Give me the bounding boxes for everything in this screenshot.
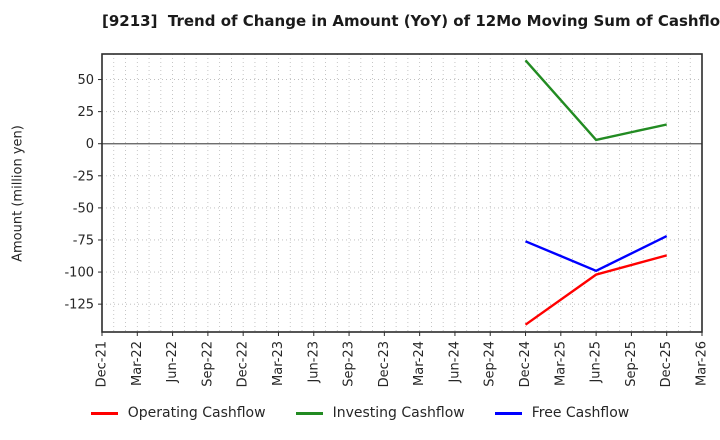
operating-cashflow-line-swatch	[90, 411, 118, 415]
series-line-operating-cashflow	[524, 254, 668, 326]
x-tick-label: Mar-22	[130, 341, 145, 386]
investing-cashflow-line-swatch	[295, 411, 323, 415]
x-tick-label: Sep-25	[624, 341, 639, 387]
y-tick-label: 0	[86, 137, 94, 152]
x-tick-label: Dec-21	[95, 341, 110, 387]
x-tick-label: Dec-22	[236, 341, 251, 387]
series-line-free-cashflow	[525, 235, 668, 273]
y-tick-label: -50	[73, 201, 94, 216]
legend-label: Investing Cashflow	[332, 405, 465, 421]
x-tick-label: Sep-22	[200, 341, 215, 387]
x-tick-label: Jun-25	[589, 341, 604, 384]
series-line-investing-cashflow	[524, 59, 667, 142]
y-tick-label: -125	[64, 298, 94, 313]
x-tick-label: Mar-26	[695, 341, 710, 386]
legend-item-investing-cashflow: Investing Cashflow	[295, 405, 465, 421]
x-tick-label: Mar-25	[553, 341, 568, 386]
x-tick-label: Jun-23	[306, 341, 321, 384]
x-tick-label: Mar-24	[412, 341, 427, 386]
axis-ticks: 50 25 0 -25 -50 -75 -100 -125 Dec-21 Mar-22 Jun-22…	[64, 73, 709, 387]
x-tick-label: Jun-24	[447, 341, 462, 384]
plot-border	[101, 53, 703, 333]
y-tick-label: -75	[73, 233, 94, 248]
x-tick-label: Dec-24	[518, 341, 533, 387]
x-tick-label: Sep-23	[342, 341, 357, 387]
x-tick-label: Mar-23	[271, 341, 286, 386]
y-tick-label: -25	[73, 169, 94, 184]
chart-title: [9213] Trend of Change in Amount (YoY) o…	[102, 12, 720, 30]
x-tick-label: Sep-24	[483, 341, 498, 387]
legend-item-free-cashflow: Free Cashflow	[494, 405, 630, 421]
x-tick-label: Dec-23	[377, 341, 392, 387]
legend-item-operating-cashflow: Operating Cashflow	[90, 405, 266, 421]
chart-legend: Operating Cashflow Investing Cashflow Fr…	[0, 405, 720, 421]
y-tick-label: -100	[64, 266, 94, 281]
x-tick-label: Jun-22	[165, 341, 180, 384]
y-tick-label: 50	[77, 73, 94, 88]
legend-label: Free Cashflow	[531, 405, 630, 421]
x-tick-label: Dec-25	[659, 341, 674, 387]
free-cashflow-line-swatch	[494, 411, 522, 415]
legend-label: Operating Cashflow	[127, 405, 266, 421]
gridlines	[102, 54, 702, 332]
y-tick-label: 25	[77, 105, 94, 120]
